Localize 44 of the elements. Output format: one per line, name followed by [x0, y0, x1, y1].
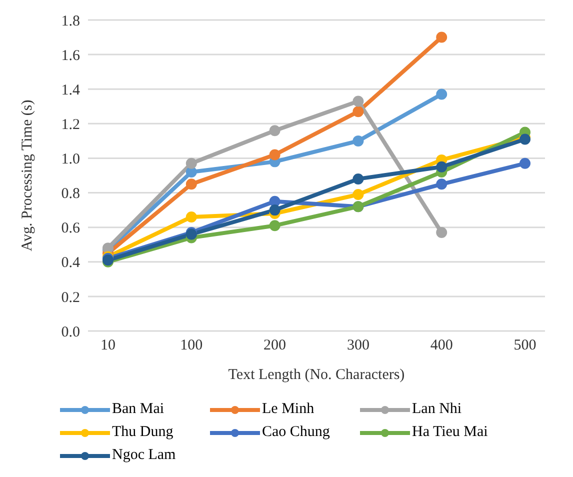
- point: [352, 135, 364, 146]
- x-tick-label: 500: [514, 338, 536, 354]
- point: [436, 161, 448, 172]
- y-tick-label: 1.8: [61, 13, 80, 30]
- x-tick-label: 200: [264, 338, 286, 354]
- y-tick-label: 1.0: [61, 152, 80, 168]
- point: [352, 173, 364, 184]
- x-tick-label: 10: [100, 338, 116, 354]
- x-tick-label: 100: [180, 338, 203, 354]
- legend-label: Ngoc Lam: [112, 447, 176, 464]
- point: [269, 220, 280, 232]
- legend-label: Le Minh: [262, 401, 314, 418]
- point: [436, 227, 448, 238]
- point: [186, 178, 197, 190]
- y-tick-label: 1.2: [61, 116, 80, 133]
- point: [269, 149, 280, 160]
- y-tick-label: 0.8: [61, 186, 80, 202]
- point: [186, 166, 197, 178]
- y-axis-title: Avg. Processing Time (s): [19, 100, 36, 252]
- point: [520, 158, 530, 169]
- x-tick-label: 300: [346, 338, 370, 354]
- point: [269, 125, 280, 136]
- legend-label: Thu Dung: [112, 424, 174, 441]
- y-tick-label: 0.6: [61, 220, 80, 237]
- y-tick-label: 0.2: [61, 290, 80, 306]
- y-tick-label: 0.0: [61, 324, 80, 340]
- legend-label: Lan Nhi: [412, 401, 462, 418]
- y-tick-label: 1.6: [61, 48, 80, 64]
- point: [352, 189, 364, 200]
- point: [352, 106, 364, 118]
- x-axis-title: Text Length (No. Characters): [228, 367, 405, 383]
- point: [436, 178, 448, 190]
- point: [186, 211, 197, 222]
- point: [436, 88, 448, 100]
- point: [186, 158, 197, 169]
- legend-label: Cao Chung: [262, 424, 330, 441]
- point: [269, 204, 280, 216]
- point: [436, 32, 448, 43]
- y-tick-label: 0.4: [61, 255, 80, 272]
- legend-label: Ha Tieu Mai: [412, 424, 488, 441]
- point: [352, 96, 364, 107]
- legend-label: Ban Mai: [112, 401, 164, 418]
- y-tick-label: 1.4: [61, 82, 80, 98]
- x-tick-label: 400: [430, 338, 453, 354]
